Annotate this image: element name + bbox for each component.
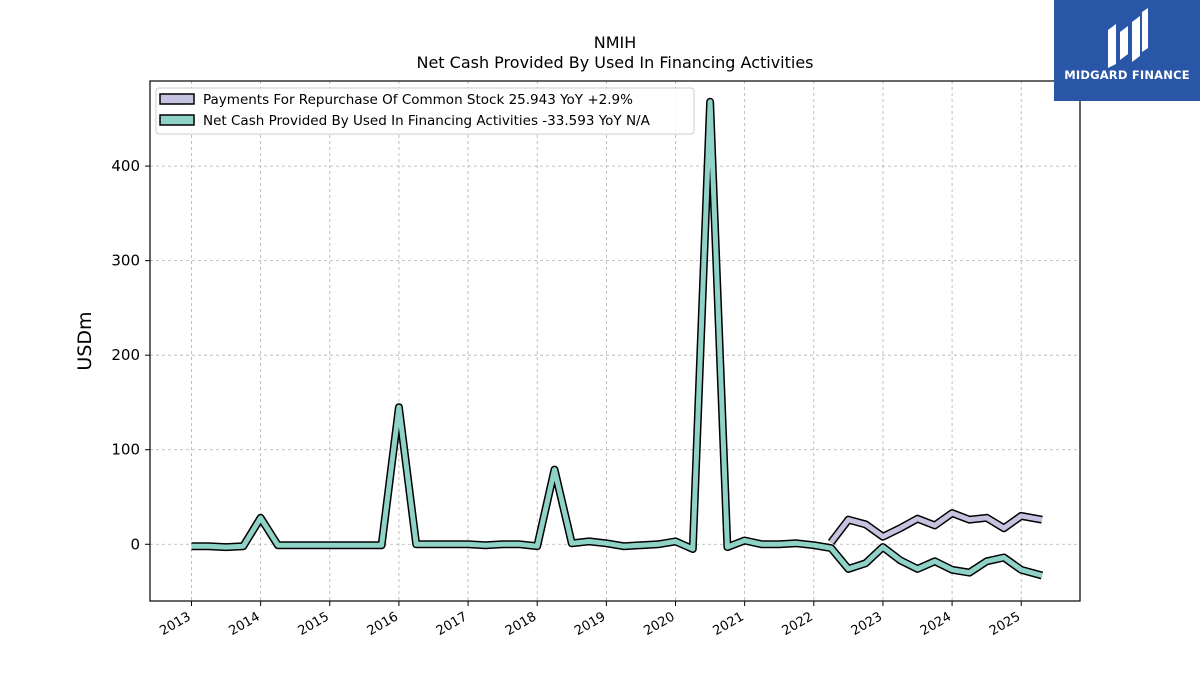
y-axis: 0 100 200 300 400 [111, 157, 150, 553]
y-tick-label: 400 [111, 157, 140, 175]
x-tick-label: 2023 [849, 609, 885, 639]
x-tick-label: 2018 [503, 609, 539, 639]
y-tick-label: 200 [111, 346, 140, 364]
chart-title: NMIH [594, 33, 637, 52]
x-tick-label: 2014 [226, 609, 262, 639]
y-tick-label: 0 [130, 535, 140, 553]
series-outline [191, 97, 1044, 580]
legend-entry: Payments For Repurchase Of Common Stock … [203, 92, 633, 108]
plot-frame [149, 80, 1081, 602]
plot-area [191, 97, 1044, 580]
x-tick-label: 2022 [780, 609, 816, 639]
logo-text: MIDGARD FINANCE [1064, 68, 1190, 82]
y-tick-label: 300 [111, 252, 140, 270]
series-line [191, 99, 1043, 578]
x-tick-label: 2024 [918, 609, 954, 639]
midgard-logo-icon [1108, 8, 1148, 68]
x-tick-label: 2016 [365, 609, 401, 639]
x-tick-label: 2025 [987, 609, 1023, 639]
y-axis-label: USDm [74, 311, 96, 370]
series-line [829, 510, 1043, 544]
series-outline [827, 509, 1043, 545]
legend-swatch [159, 93, 195, 105]
x-tick-label: 2017 [434, 609, 470, 639]
legend-swatch [159, 114, 195, 126]
x-tick-label: 2021 [710, 609, 746, 639]
series-2 [191, 97, 1044, 580]
legend-box [155, 87, 695, 135]
series-1 [827, 509, 1043, 545]
chart-subtitle: Net Cash Provided By Used In Financing A… [416, 53, 813, 72]
legend-entry: Net Cash Provided By Used In Financing A… [203, 113, 651, 129]
x-tick-label: 2015 [296, 609, 332, 639]
x-tick-label: 2019 [572, 609, 608, 639]
x-tick-label: 2020 [641, 609, 677, 639]
y-tick-label: 100 [111, 441, 140, 459]
x-axis: 2013 2014 2015 2016 2017 2018 2019 2020 2021 2022… [157, 601, 1023, 639]
legend: Payments For Repurchase Of Common Stock … [155, 87, 695, 135]
x-tick-label: 2013 [157, 609, 193, 639]
midgard-finance-logo: MIDGARD FINANCE [1054, 0, 1200, 101]
